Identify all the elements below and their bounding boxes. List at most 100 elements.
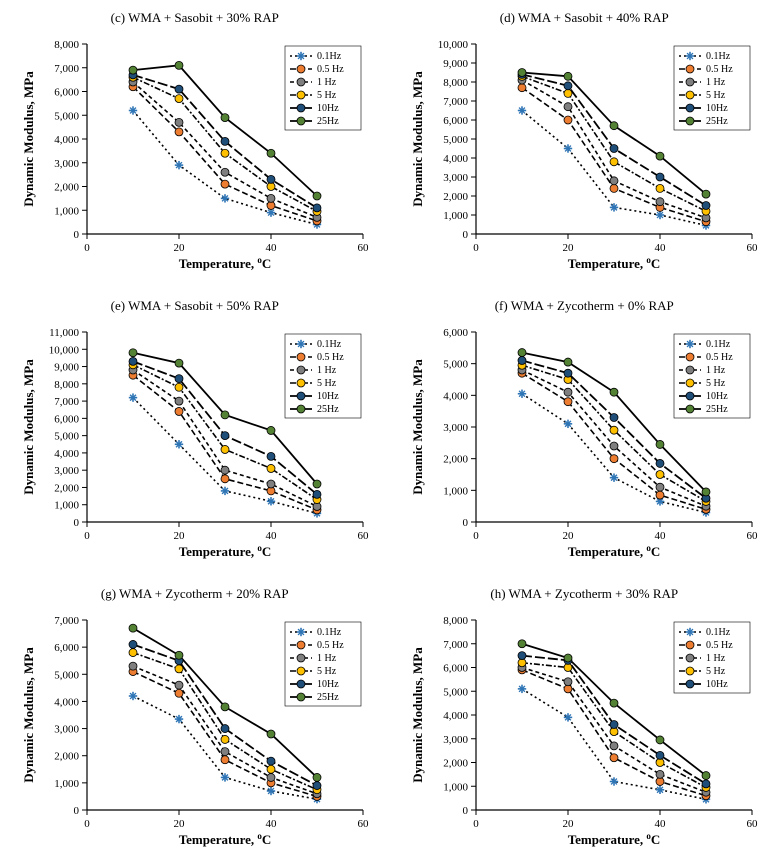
svg-text:40: 40	[265, 530, 277, 542]
svg-text:Dynamic Modulus, MPa: Dynamic Modulus, MPa	[410, 71, 425, 207]
svg-text:11,000: 11,000	[49, 327, 79, 339]
svg-text:20: 20	[563, 530, 575, 542]
svg-text:0: 0	[84, 818, 90, 830]
chart-svg: 01,0002,0003,0004,0005,0006,0007,0008,00…	[15, 318, 375, 568]
title-prefix: (f)	[495, 298, 511, 313]
svg-text:10Hz: 10Hz	[706, 103, 728, 114]
svg-text:1,000: 1,000	[444, 781, 469, 793]
svg-text:0: 0	[474, 530, 480, 542]
chart-svg: 01,0002,0003,0004,0005,0006,0007,0008,00…	[404, 606, 764, 856]
svg-text:5,000: 5,000	[54, 669, 79, 681]
svg-text:3,000: 3,000	[444, 172, 469, 184]
panel-h: (h) WMA + Zycotherm + 30% RAP 0 1,000 2,00…	[395, 586, 775, 856]
svg-text:40: 40	[655, 530, 667, 542]
svg-text:0: 0	[84, 530, 90, 542]
title-prefix: (e)	[111, 298, 128, 313]
svg-text:0.1Hz: 0.1Hz	[317, 627, 342, 638]
svg-text:0: 0	[474, 818, 480, 830]
svg-text:60: 60	[357, 818, 369, 830]
svg-text:0: 0	[463, 517, 469, 529]
svg-text:6,000: 6,000	[54, 413, 79, 425]
panel-title: (c) WMA + Sasobit + 30% RAP	[111, 10, 279, 26]
svg-text:20: 20	[563, 242, 575, 254]
svg-text:60: 60	[747, 530, 759, 542]
svg-text:7,000: 7,000	[54, 396, 79, 408]
svg-text:4,000: 4,000	[444, 153, 469, 165]
panel-title: (e) WMA + Sasobit + 50% RAP	[111, 298, 279, 314]
panel-d: (d) WMA + Sasobit + 40% RAP 0 1,000 2,000 3…	[395, 10, 775, 280]
svg-text:1 Hz: 1 Hz	[317, 77, 337, 88]
svg-text:4,000: 4,000	[54, 134, 79, 146]
svg-text:5 Hz: 5 Hz	[706, 90, 726, 101]
svg-text:5,000: 5,000	[444, 686, 469, 698]
svg-text:Dynamic Modulus, MPa: Dynamic Modulus, MPa	[21, 359, 36, 495]
svg-text:25Hz: 25Hz	[706, 404, 728, 415]
svg-text:8,000: 8,000	[54, 39, 79, 51]
svg-text:3,000: 3,000	[54, 724, 79, 736]
svg-text:1,000: 1,000	[444, 485, 469, 497]
svg-text:Dynamic Modulus, MPa: Dynamic Modulus, MPa	[21, 71, 36, 207]
chart-svg: 01,0002,0003,0004,0005,0006,0000204060Te…	[404, 318, 764, 568]
svg-text:1 Hz: 1 Hz	[317, 365, 337, 376]
svg-text:0.5 Hz: 0.5 Hz	[706, 640, 733, 651]
panel-c: (c) WMA + Sasobit + 30% RAP 01,0002,0003…	[5, 10, 385, 280]
svg-text:0.1Hz: 0.1Hz	[706, 627, 731, 638]
svg-text:10Hz: 10Hz	[317, 391, 339, 402]
svg-text:Temperature, oC: Temperature, oC	[568, 255, 661, 271]
svg-text:1,000: 1,000	[54, 778, 79, 790]
svg-text:2,000: 2,000	[444, 758, 469, 770]
svg-text:Dynamic Modulus, MPa: Dynamic Modulus, MPa	[410, 647, 425, 783]
svg-text:10Hz: 10Hz	[706, 391, 728, 402]
svg-text:20: 20	[173, 818, 185, 830]
svg-text:5,000: 5,000	[54, 431, 79, 443]
svg-text:5 Hz: 5 Hz	[317, 666, 337, 677]
svg-text:4,000: 4,000	[54, 696, 79, 708]
svg-text:0.5 Hz: 0.5 Hz	[706, 64, 733, 75]
svg-text:Temperature, oC: Temperature, oC	[568, 831, 661, 847]
svg-text:20: 20	[563, 818, 575, 830]
svg-text:40: 40	[265, 242, 277, 254]
svg-text:2,000: 2,000	[54, 751, 79, 763]
svg-text:Dynamic Modulus, MPa: Dynamic Modulus, MPa	[21, 647, 36, 783]
chart-svg: 01,0002,0003,0004,0005,0006,0007,0008,00…	[404, 30, 764, 280]
svg-text:2,000: 2,000	[444, 191, 469, 203]
svg-text:1 Hz: 1 Hz	[706, 653, 726, 664]
panel-title: (d) WMA + Sasobit + 40% RAP	[500, 10, 669, 26]
svg-text:10Hz: 10Hz	[317, 103, 339, 114]
panel-g: (g) WMA + Zycotherm + 20% RAP 01,0002,00…	[5, 586, 385, 856]
svg-text:0: 0	[73, 229, 79, 241]
panel-f: (f) WMA + Zycotherm + 0% RAP 01,0002,000…	[395, 298, 775, 568]
svg-text:9,000: 9,000	[54, 362, 79, 374]
svg-text:6,000: 6,000	[444, 115, 469, 127]
svg-text:5,000: 5,000	[444, 359, 469, 371]
svg-text:1,000: 1,000	[444, 210, 469, 222]
svg-text:0: 0	[463, 229, 469, 241]
svg-text:0: 0	[474, 242, 480, 254]
svg-text:7,000: 7,000	[54, 615, 79, 627]
title-prefix: (d)	[500, 10, 518, 25]
svg-text:3,000: 3,000	[54, 158, 79, 170]
svg-text:Temperature, oC: Temperature, oC	[568, 543, 661, 559]
title-text: WMA + Sasobit + 40% RAP	[518, 10, 669, 25]
svg-text:Dynamic Modulus, MPa: Dynamic Modulus, MPa	[410, 359, 425, 495]
title-prefix: (c)	[111, 10, 128, 25]
svg-text:9,000: 9,000	[444, 58, 469, 70]
svg-text:6,000: 6,000	[444, 327, 469, 339]
svg-text:2,000: 2,000	[54, 482, 79, 494]
svg-text:8,000: 8,000	[444, 77, 469, 89]
svg-text:20: 20	[173, 242, 185, 254]
svg-text:3,000: 3,000	[444, 422, 469, 434]
svg-text:40: 40	[655, 242, 667, 254]
svg-text:4,000: 4,000	[444, 390, 469, 402]
svg-text:5 Hz: 5 Hz	[706, 378, 726, 389]
svg-text:5,000: 5,000	[54, 110, 79, 122]
panel-title: (h) WMA + Zycotherm + 30% RAP	[490, 586, 678, 602]
svg-text:6,000: 6,000	[444, 663, 469, 675]
svg-text:1 Hz: 1 Hz	[317, 653, 337, 664]
svg-text:3,000: 3,000	[54, 465, 79, 477]
svg-text:0.5 Hz: 0.5 Hz	[706, 352, 733, 363]
chart-svg: 01,0002,0003,0004,0005,0006,0007,0000204…	[15, 606, 375, 856]
svg-text:0.5 Hz: 0.5 Hz	[317, 640, 344, 651]
svg-text:4,000: 4,000	[54, 448, 79, 460]
svg-text:10Hz: 10Hz	[706, 679, 728, 690]
